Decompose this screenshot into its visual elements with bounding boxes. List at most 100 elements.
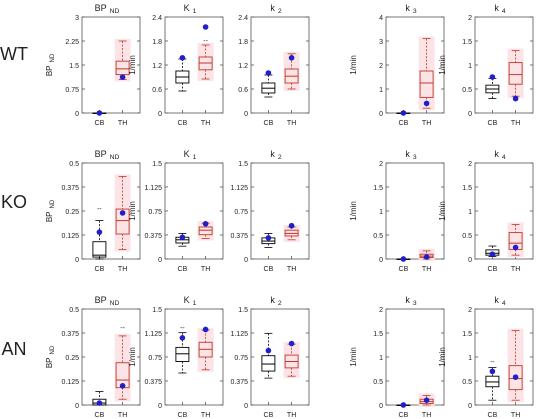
y-tick-label: 0 [379, 403, 383, 410]
x-tick-label-th: TH [201, 120, 210, 127]
y-tick-label: 0.75 [148, 355, 162, 362]
panel-wt-bpnd: BP ND BPND 0 0.75 1.5 2.25 3 CB TH [45, 3, 141, 127]
y-tick-label: 0.375 [61, 185, 79, 192]
subject-point-cb [400, 110, 407, 116]
box-th [418, 36, 435, 111]
subject-point-th [288, 340, 295, 347]
panel-wt-k3: k 3 1/min 0 1 2 3 4 CB TH [349, 3, 445, 127]
box-th [283, 225, 300, 242]
x-tick-label-th: TH [422, 266, 431, 273]
y-axis-label: 1/min [438, 201, 447, 221]
y-tick-label: 0.375 [144, 379, 162, 386]
subject-point-cb [96, 400, 103, 406]
y-tick-label: 1.8 [238, 39, 248, 46]
y-tick-label: 0.75 [65, 87, 79, 94]
y-tick-label: 0.25 [65, 209, 79, 216]
box-shade [197, 221, 214, 241]
box-outlier: -- [490, 359, 495, 366]
box-cb [175, 58, 190, 92]
panel-ko-k3: k 3 1/min 0 0.5 1 1.5 2 CB TH [349, 149, 445, 273]
y-tick-label: 1.5 [373, 331, 383, 338]
subject-point-th [288, 222, 295, 229]
box-shade [114, 333, 131, 402]
box-iqr [175, 346, 190, 362]
subject-point-cb [489, 368, 496, 375]
x-tick-label-cb: CB [178, 266, 188, 273]
subject-point-cb [400, 256, 407, 262]
x-tick-label-cb: CB [95, 120, 105, 127]
y-tick-label: 0 [158, 111, 162, 118]
y-tick-label: 0.125 [61, 379, 79, 386]
subject-point-th [423, 254, 430, 260]
panel-ko-k1: K 1 1/min 0 0.375 0.75 1.125 1.5 CB TH [128, 149, 224, 273]
y-tick-label: 0.5 [462, 87, 472, 94]
y-tick-label: 0.375 [61, 331, 79, 338]
y-tick-label: 0 [158, 403, 162, 410]
box-cb [261, 332, 276, 379]
y-axis-label: BPND [45, 345, 56, 368]
box-cb: -- [485, 359, 500, 401]
y-tick-label: 1.5 [238, 307, 248, 314]
y-axis-label: 1/min [438, 347, 447, 367]
box-th [283, 342, 300, 379]
y-axis-label: 1/min [438, 55, 447, 75]
x-tick-label-cb: CB [264, 412, 274, 419]
y-axis-label: BPND [45, 53, 56, 76]
y-tick-label: 0.5 [462, 233, 472, 240]
y-tick-label: 1 [468, 209, 472, 216]
panel-title: BP ND [95, 295, 120, 307]
box-iqr [92, 241, 107, 258]
subject-point-th [512, 95, 519, 102]
panel-title: BP ND [95, 3, 120, 15]
subject-point-cb [265, 347, 272, 354]
box-iqr [508, 62, 523, 85]
y-tick-label: 0.375 [230, 379, 248, 386]
y-tick-label: 2 [379, 307, 383, 314]
box-cb [261, 74, 276, 98]
y-tick-label: 0.6 [238, 87, 248, 94]
y-tick-label: 1.125 [230, 185, 248, 192]
y-tick-label: 0.125 [61, 233, 79, 240]
y-tick-label: 0.75 [234, 209, 248, 216]
panel-an-k2: k 2 0 0.375 0.75 1.125 1.5 CB TH [230, 295, 310, 419]
subject-point-th [202, 24, 209, 30]
panel-wt-k4: k 4 1/min 0 0.5 1 1.5 2 CB TH [438, 3, 534, 127]
x-tick-label-th: TH [201, 412, 210, 419]
y-tick-label: 0 [468, 111, 472, 118]
subject-point-cb [96, 110, 103, 116]
box-th [507, 222, 524, 258]
subject-point-th [202, 326, 209, 333]
x-tick-label-th: TH [422, 412, 431, 419]
y-tick-label: 1 [468, 63, 472, 70]
box-shade [507, 48, 524, 99]
x-tick-label-cb: CB [95, 266, 105, 273]
y-tick-label: 0 [244, 111, 248, 118]
y-tick-label: 1.2 [152, 63, 162, 70]
y-tick-label: 1.5 [462, 185, 472, 192]
plot-frame [474, 162, 534, 260]
x-tick-label-th: TH [118, 412, 127, 419]
plot-frame [164, 162, 224, 260]
subject-point-th [423, 100, 430, 107]
y-tick-label: 1 [379, 87, 383, 94]
y-axis-label: 1/min [349, 55, 358, 75]
x-tick-label-th: TH [201, 266, 210, 273]
x-tick-label-th: TH [118, 120, 127, 127]
y-tick-label: 0.25 [65, 355, 79, 362]
x-tick-label-cb: CB [399, 266, 409, 273]
y-tick-label: 1.125 [144, 185, 162, 192]
subject-point-cb [179, 55, 186, 61]
y-tick-label: 1 [379, 209, 383, 216]
y-tick-label: 0 [244, 403, 248, 410]
panel-wt-k1: K 1 1/min 0 0.6 1.2 1.8 2.4 CB TH -- [128, 3, 224, 127]
subject-point-th [119, 210, 126, 216]
y-tick-label: 1.125 [144, 331, 162, 338]
y-tick-label: 1.2 [238, 63, 248, 70]
x-tick-label-th: TH [511, 120, 520, 127]
box-cb: -- [92, 206, 107, 260]
y-tick-label: 1 [468, 355, 472, 362]
subject-point-cb [265, 235, 272, 241]
